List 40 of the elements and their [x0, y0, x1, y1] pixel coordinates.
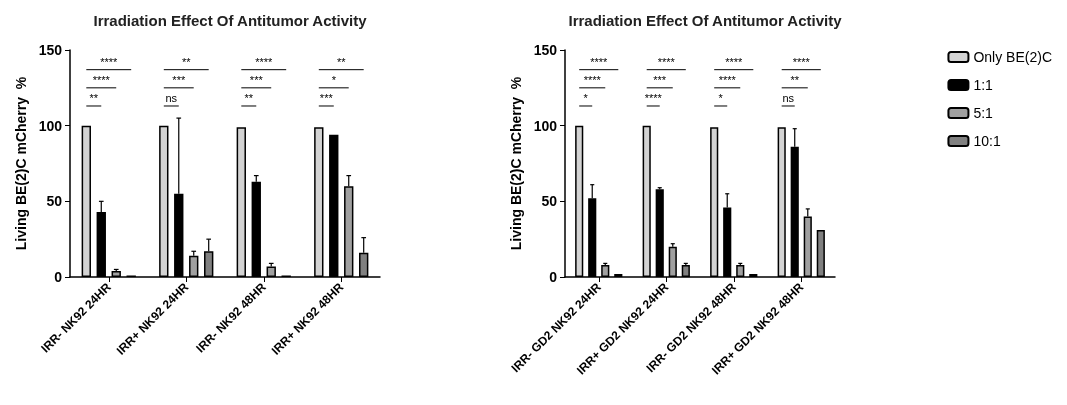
- annotation: *: [583, 92, 589, 105]
- annotation: **: [244, 92, 254, 105]
- annotation: *: [718, 92, 724, 105]
- annotation: ****: [792, 56, 811, 69]
- y-tick-label: 100: [38, 117, 63, 134]
- y-tick-label: 100: [533, 117, 558, 134]
- annotation: ****: [100, 56, 119, 69]
- legend-label: 5:1: [973, 105, 994, 121]
- y-tick-label: 150: [38, 42, 63, 58]
- annotation: ****: [657, 56, 676, 69]
- y-tick-label: 50: [46, 193, 63, 210]
- annotation: **: [336, 56, 347, 69]
- annotation: **: [181, 56, 192, 69]
- y-tick-label: 150: [533, 42, 558, 58]
- chart-title: Irradiation Effect Of Antitumor Activity: [93, 12, 368, 29]
- annotation: ****: [583, 74, 602, 87]
- annotation: ****: [644, 92, 663, 105]
- legend-label: Only BE(2)C: [973, 49, 1053, 65]
- annotation: ns: [782, 92, 795, 105]
- annotation: ***: [653, 74, 667, 87]
- annotation: ***: [319, 92, 334, 105]
- y-tick-label: 0: [549, 269, 558, 285]
- annotation: ****: [718, 74, 737, 87]
- annotation: **: [790, 74, 800, 87]
- annotation: ****: [255, 56, 274, 69]
- annotation: ***: [172, 74, 186, 87]
- y-axis-title: Living BE(2)C mCherry %: [12, 76, 29, 251]
- legend-label: 1:1: [973, 77, 994, 93]
- annotation: *: [331, 74, 337, 87]
- annotation: ****: [590, 56, 609, 69]
- legend-label: 10:1: [973, 133, 1001, 149]
- annotation: ***: [249, 74, 264, 87]
- annotation: ns: [165, 92, 178, 105]
- annotation: ****: [92, 74, 111, 87]
- y-tick-label: 0: [54, 269, 63, 285]
- chart-title: Irradiation Effect Of Antitumor Activity: [568, 12, 843, 29]
- y-axis-title: Living BE(2)C mCherry %: [508, 76, 524, 251]
- y-tick-label: 50: [541, 193, 558, 210]
- annotation: **: [89, 92, 99, 105]
- annotation: ****: [725, 56, 744, 69]
